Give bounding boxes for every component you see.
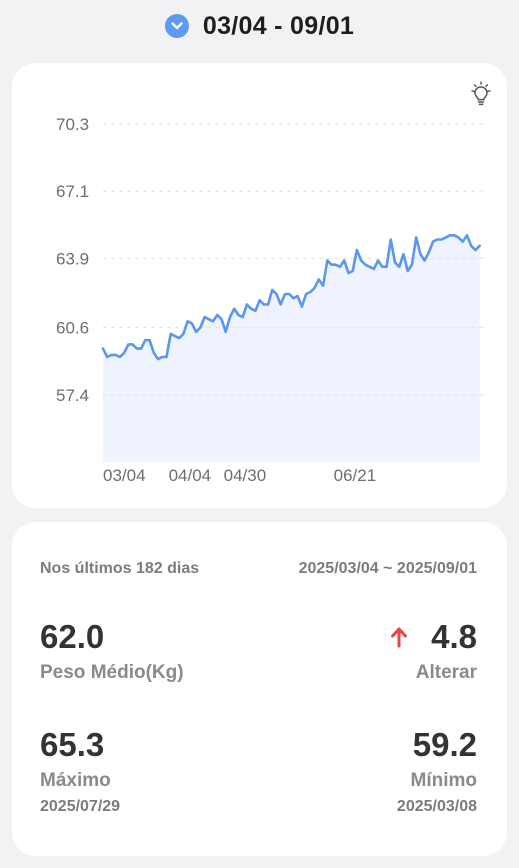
x-tick-label: 06/21: [334, 466, 377, 485]
average-weight-value: 62.0: [40, 618, 105, 655]
stats-card: Nos últimos 182 dias 2025/03/04 ~ 2025/0…: [12, 522, 507, 856]
weight-trend-chart: 70.3 67.1 63.9 60.6 57.4 03/04 04/04 04/30 06/21: [56, 115, 486, 485]
chart-area-fill: [103, 235, 480, 462]
change-label: Alterar: [415, 662, 477, 683]
y-tick-label: 60.6: [56, 319, 89, 338]
period-label: Nos últimos 182 dias: [40, 560, 200, 577]
y-tick-label: 67.1: [56, 182, 89, 201]
date-range-title[interactable]: 03/04 - 09/01: [202, 11, 355, 40]
arrow-up-icon: [391, 627, 408, 648]
stats-header: Nos últimos 182 dias 2025/03/04 ~ 2025/0…: [40, 560, 477, 578]
date-range-header: 03/04 - 09/01: [0, 8, 519, 44]
weight-chart-card: 70.3 67.1 63.9 60.6 57.4 03/04 04/04 04/30 06/21: [12, 63, 507, 508]
change-value: 4.8: [431, 618, 477, 655]
x-tick-label: 04/30: [224, 466, 267, 485]
chevron-down-icon[interactable]: [164, 14, 189, 38]
y-tick-label: 63.9: [56, 249, 89, 268]
min-weight-value: 59.2: [412, 726, 477, 763]
min-weight-label: Mínimo: [410, 770, 478, 791]
min-weight-block: 59.2 Mínimo 2025/03/08: [397, 726, 477, 816]
average-weight-label: Peso Médio(Kg): [40, 662, 184, 683]
max-weight-date: 2025/07/29: [40, 798, 121, 815]
max-weight-value: 65.3: [40, 726, 105, 763]
y-tick-label: 57.4: [56, 386, 89, 405]
min-weight-date: 2025/03/08: [396, 798, 477, 815]
weight-series-line: [101, 234, 481, 361]
max-weight-label: Máximo: [40, 770, 111, 791]
max-weight-block: 65.3 Máximo 2025/07/29: [40, 726, 120, 816]
average-weight-block: 62.0 Peso Médio(Kg): [40, 618, 184, 684]
period-date-range: 2025/03/04 ~ 2025/09/01: [298, 560, 477, 577]
x-tick-label: 04/04: [169, 466, 212, 485]
change-block: 4.8 Alterar: [389, 618, 477, 684]
x-tick-label: 03/04: [103, 466, 146, 485]
y-tick-label: 70.3: [56, 115, 89, 134]
lightbulb-icon[interactable]: [469, 81, 493, 107]
